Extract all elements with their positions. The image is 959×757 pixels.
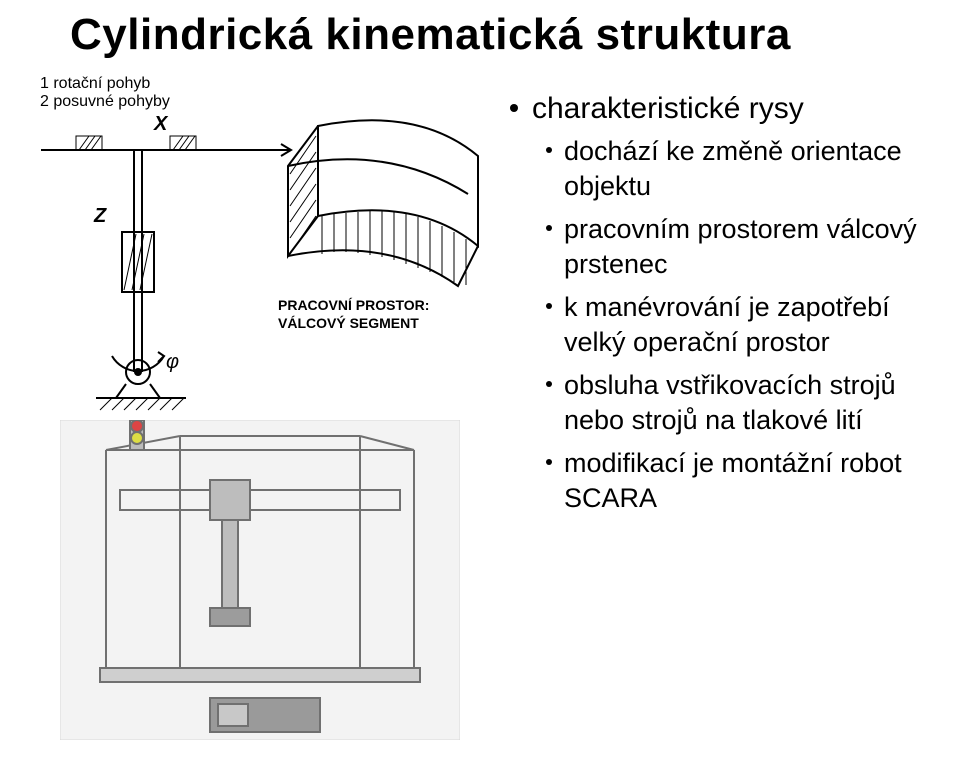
sub-bullet: pracovním prostorem válcový prstenec: [546, 212, 940, 282]
axis-z-label: Z: [93, 205, 107, 227]
annot-trans: 2 posuvné pohyby: [40, 93, 170, 110]
sub-bullet-text: obsluha vstřikovacích strojů nebo strojů…: [564, 368, 940, 438]
axis-phi-label: φ: [166, 351, 179, 373]
bullet-dot-icon: [546, 381, 552, 387]
main-bullet: charakteristické rysy: [510, 90, 940, 128]
sub-bullet: k manévrování je zapotřebí velký operačn…: [546, 290, 940, 360]
workspace-label-1: PRACOVNÍ PROSTOR:: [278, 297, 429, 313]
cylindrical-segment: PRACOVNÍ PROSTOR: VÁLCOVÝ SEGMENT: [278, 96, 498, 346]
bullet-dot-icon: [510, 104, 518, 112]
bullet-dot-icon: [546, 147, 552, 153]
sub-bullet-text: pracovním prostorem válcový prstenec: [564, 212, 940, 282]
slide-title: Cylindrická kinematická struktura: [70, 10, 791, 60]
annot-rot: 1 rotační pohyb: [40, 75, 150, 92]
sub-bullet-list: dochází ke změně orientace objektu praco…: [546, 134, 940, 517]
main-bullet-text: charakteristické rysy: [532, 90, 804, 128]
sub-bullet-text: k manévrování je zapotřebí velký operačn…: [564, 290, 940, 360]
sub-bullet-text: modifikací je montážní robot SCARA: [564, 446, 940, 516]
sub-bullet: dochází ke změně orientace objektu: [546, 134, 940, 204]
slide: { "title": "Cylindrická kinematická stru…: [0, 0, 959, 757]
sub-bullet: obsluha vstřikovacích strojů nebo strojů…: [546, 368, 940, 438]
axis-x-label: X: [153, 113, 169, 135]
sub-bullet: modifikací je montážní robot SCARA: [546, 446, 940, 516]
sub-bullet-text: dochází ke změně orientace objektu: [564, 134, 940, 204]
bullet-dot-icon: [546, 225, 552, 231]
robot-photo-placeholder: [60, 420, 460, 740]
bullet-dot-icon: [546, 303, 552, 309]
bullet-list: charakteristické rysy dochází ke změně o…: [510, 90, 940, 524]
kinematic-sketch: 1 rotační pohyb 2 posuvné pohyby X Z φ: [36, 72, 296, 412]
workspace-label-2: VÁLCOVÝ SEGMENT: [278, 314, 419, 331]
bullet-dot-icon: [546, 459, 552, 465]
